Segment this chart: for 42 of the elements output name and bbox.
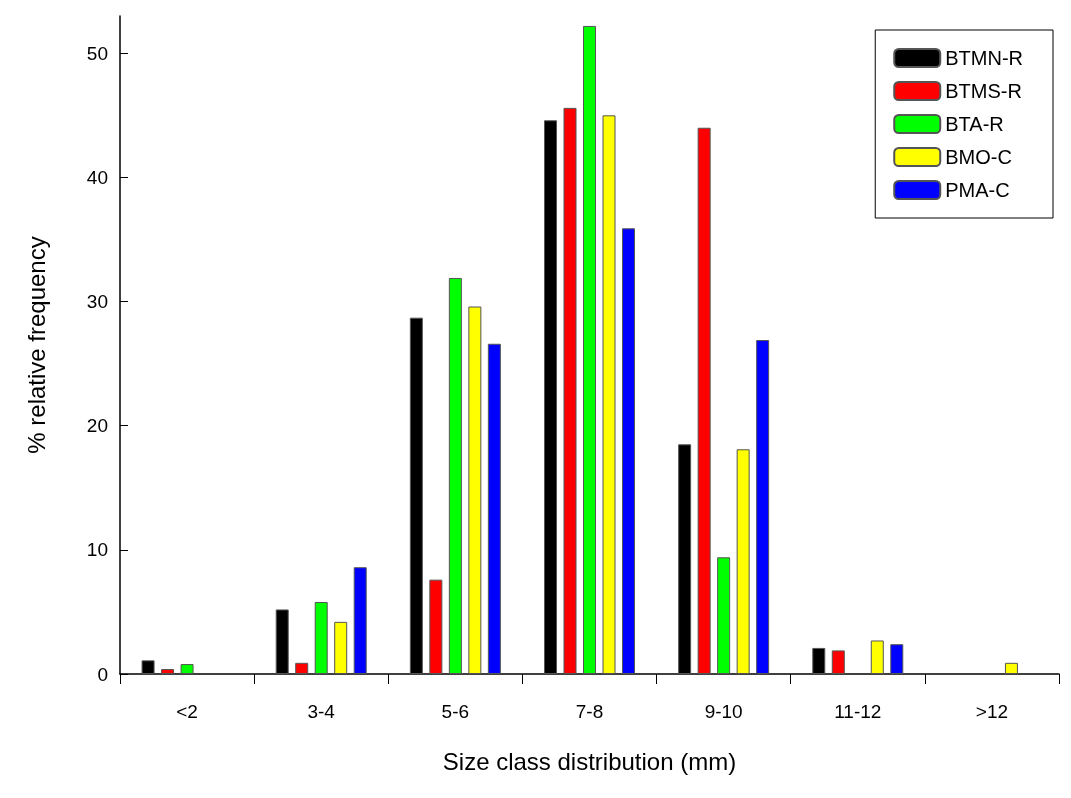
x-tick-label: 5-6	[441, 701, 470, 722]
bar	[602, 115, 616, 674]
bar	[717, 557, 731, 674]
bar	[487, 343, 501, 674]
x-tick-label: 3-4	[307, 701, 336, 722]
y-axis-title: % relative frequency	[22, 236, 50, 454]
legend-label: BMO-C	[945, 146, 1012, 168]
bar	[180, 664, 194, 674]
x-tick-label: <2	[176, 701, 198, 722]
bar	[622, 228, 635, 674]
bar	[429, 579, 443, 674]
bar	[314, 601, 328, 674]
bar	[697, 127, 711, 674]
bar	[563, 107, 577, 674]
bar	[295, 662, 309, 674]
y-tick-label: 50	[86, 42, 108, 64]
x-tick-label: 7-8	[575, 701, 604, 722]
bar	[1004, 662, 1018, 674]
x-tick-label: 9-10	[704, 701, 743, 722]
bar	[468, 306, 482, 674]
x-axis-title: Size class distribution (mm)	[442, 747, 737, 775]
legend-label: BTA-R	[945, 113, 1004, 135]
bar	[353, 567, 367, 674]
legend-label: BTMS-R	[945, 80, 1022, 102]
x-tick-label: 11-12	[834, 701, 882, 722]
bar	[448, 277, 462, 674]
y-tick-label: 40	[86, 166, 108, 188]
bar	[870, 640, 884, 674]
x-tick-label: >12	[975, 701, 1009, 722]
y-tick-label: 10	[86, 539, 108, 561]
y-tick-label: 30	[86, 291, 108, 313]
legend-label: BTMN-R	[945, 47, 1023, 69]
y-tick-label: 20	[86, 415, 108, 437]
bar	[334, 621, 348, 674]
legend-label: PMA-C	[945, 179, 1010, 201]
y-tick-label: 0	[97, 663, 108, 685]
bar	[831, 650, 845, 674]
bar	[890, 644, 904, 674]
bar	[161, 669, 175, 674]
bar	[583, 25, 596, 674]
bar	[736, 449, 750, 674]
bar	[756, 340, 770, 674]
